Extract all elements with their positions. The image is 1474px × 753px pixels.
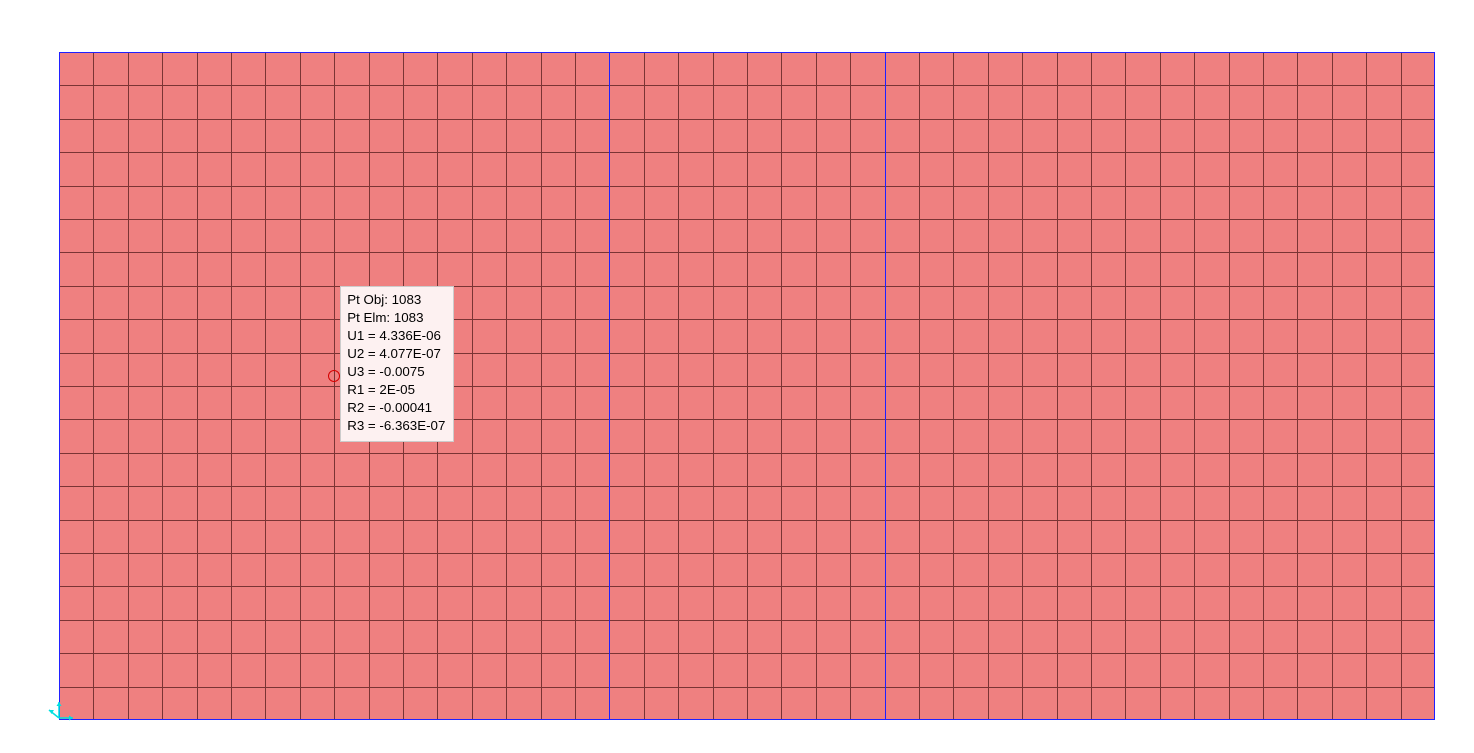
grid-line-h <box>59 219 1435 220</box>
u2-value: 4.077E-07 <box>379 346 441 361</box>
r1-label: R1 = <box>347 382 376 397</box>
grid-line-h <box>59 152 1435 153</box>
grid-line-h <box>59 419 1435 420</box>
u3-value: -0.0075 <box>379 364 424 379</box>
pt-elm-label: Pt Elm: <box>347 310 390 325</box>
u1-value: 4.336E-06 <box>379 328 441 343</box>
u3-label: U3 = <box>347 364 376 379</box>
tooltip-u2: U2 = 4.077E-07 <box>347 345 445 363</box>
mesh-grid <box>59 52 1435 720</box>
grid-line-h <box>59 119 1435 120</box>
grid-line-h <box>59 286 1435 287</box>
grid-line-h <box>59 186 1435 187</box>
grid-line-h <box>59 586 1435 587</box>
grid-line-h <box>59 319 1435 320</box>
grid-line-h <box>59 653 1435 654</box>
mesh-viewport[interactable]: Pt Obj: 1083 Pt Elm: 1083 U1 = 4.336E-06… <box>59 52 1435 720</box>
r3-label: R3 = <box>347 418 376 433</box>
grid-line-h <box>59 353 1435 354</box>
grid-line-h <box>59 386 1435 387</box>
tooltip-pt-elm: Pt Elm: 1083 <box>347 309 445 327</box>
pt-obj-value: 1083 <box>392 292 422 307</box>
frame-line <box>885 52 886 720</box>
grid-line-h <box>59 252 1435 253</box>
r3-value: -6.363E-07 <box>379 418 445 433</box>
tooltip-u1: U1 = 4.336E-06 <box>347 327 445 345</box>
tooltip-r2: R2 = -0.00041 <box>347 399 445 417</box>
tooltip-r3: R3 = -6.363E-07 <box>347 417 445 435</box>
node-tooltip: Pt Obj: 1083 Pt Elm: 1083 U1 = 4.336E-06… <box>340 286 454 442</box>
grid-line-h <box>59 620 1435 621</box>
tooltip-u3: U3 = -0.0075 <box>347 363 445 381</box>
grid-line-h <box>59 553 1435 554</box>
r1-value: 2E-05 <box>379 382 415 397</box>
r2-value: -0.00041 <box>379 400 432 415</box>
pt-obj-label: Pt Obj: <box>347 292 388 307</box>
r2-label: R2 = <box>347 400 376 415</box>
grid-line-h <box>59 85 1435 86</box>
frame-line <box>609 52 610 720</box>
tooltip-r1: R1 = 2E-05 <box>347 381 445 399</box>
grid-line-h <box>59 486 1435 487</box>
grid-line-h <box>59 520 1435 521</box>
grid-line-h <box>59 453 1435 454</box>
grid-line-h <box>59 687 1435 688</box>
u1-label: U1 = <box>347 328 376 343</box>
u2-label: U2 = <box>347 346 376 361</box>
tooltip-pt-obj: Pt Obj: 1083 <box>347 291 445 309</box>
pt-elm-value: 1083 <box>394 310 424 325</box>
